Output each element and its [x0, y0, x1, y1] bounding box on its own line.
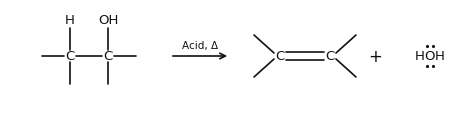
Text: H: H — [435, 50, 445, 63]
Text: Acid, Δ: Acid, Δ — [182, 41, 218, 51]
Text: +: + — [368, 48, 382, 65]
Text: H: H — [65, 13, 75, 26]
Text: OH: OH — [98, 13, 118, 26]
Text: C: C — [325, 50, 335, 63]
Text: O: O — [425, 50, 435, 63]
Text: C: C — [275, 50, 284, 63]
Text: C: C — [103, 50, 113, 63]
Text: H: H — [415, 50, 425, 63]
Text: C: C — [65, 50, 74, 63]
